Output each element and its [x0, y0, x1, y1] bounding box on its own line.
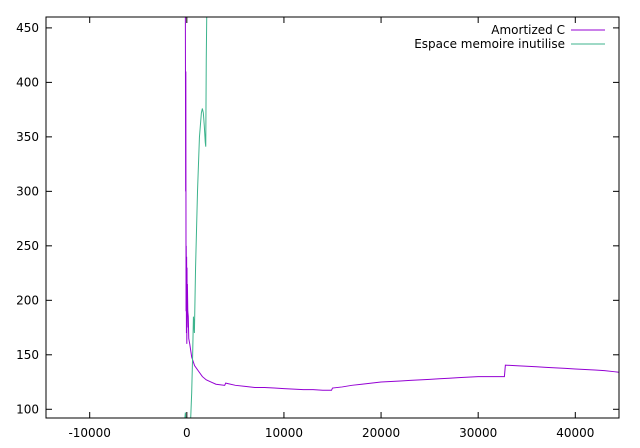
y-tick-label: 300 — [16, 184, 39, 198]
legend-label-2: Espace memoire inutilise — [414, 37, 565, 51]
ticks-layer: -10000 0 10000 20000 30000 40000 100 150 200 250 3… — [16, 17, 619, 440]
data-layer — [184, 17, 619, 418]
legend-label-1: Amortized C — [491, 23, 565, 37]
y-tick-label: 200 — [16, 293, 39, 307]
y-tick-label: 350 — [16, 130, 39, 144]
x-tick-label: 30000 — [459, 426, 497, 440]
x-tick-label: 10000 — [265, 426, 303, 440]
x-tick-label: 0 — [183, 426, 191, 440]
y-tick-label: 400 — [16, 75, 39, 89]
x-tick-label: 40000 — [556, 426, 594, 440]
y-tick-label: 450 — [16, 21, 39, 35]
y-tick-label: 250 — [16, 239, 39, 253]
series-line-2 — [184, 17, 208, 418]
y-tick-label: 100 — [16, 402, 39, 416]
x-tick-label: 20000 — [362, 426, 400, 440]
series-line-1 — [184, 17, 619, 391]
x-tick-label: -10000 — [68, 426, 111, 440]
y-tick-label: 150 — [16, 348, 39, 362]
plot-frame — [45, 16, 620, 419]
